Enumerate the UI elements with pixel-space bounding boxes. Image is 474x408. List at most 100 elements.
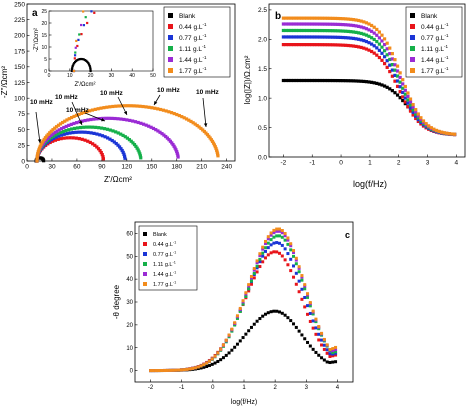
- panel-c-point: [177, 368, 181, 372]
- panel-c-legend-swatch: [143, 262, 147, 266]
- panel-a-point: [100, 153, 104, 157]
- panel-b-point: [380, 58, 384, 62]
- panel-c-point: [280, 229, 284, 233]
- panel-c-point: [221, 356, 225, 360]
- panel-a-point: [56, 137, 60, 141]
- panel-c-label: c: [345, 230, 350, 240]
- panel-c-point: [247, 289, 251, 293]
- inset-point: [84, 58, 87, 62]
- panel-c-legend-entry-text: 1.77 g.L: [153, 282, 173, 288]
- panel-a-point: [53, 130, 57, 135]
- panel-a-point: [208, 136, 212, 140]
- panel-c-legend-label: Blank: [153, 232, 167, 238]
- panel-b-point: [372, 25, 376, 29]
- panel-b-point: [351, 36, 356, 41]
- panel-b-point: [395, 79, 400, 83]
- panel-b-legend-swatch: [410, 35, 415, 40]
- panel-b-point: [370, 23, 374, 28]
- panel-a-legend-label: 0.44 g.L-1: [179, 22, 207, 31]
- inset-y-tick-label: 20: [41, 21, 47, 27]
- panel-c-point: [334, 351, 338, 355]
- panel-c-point: [258, 265, 262, 269]
- panel-a-point: [64, 128, 68, 133]
- panel-a-point: [101, 157, 105, 161]
- panel-b-point: [320, 22, 324, 26]
- inset-point: [74, 51, 77, 54]
- panel-b-legend-superscript: -1: [445, 22, 450, 27]
- panel-b-point: [375, 81, 379, 85]
- panel-c-point: [252, 322, 256, 326]
- panel-b-point: [305, 28, 309, 33]
- panel-c-point: [258, 260, 262, 264]
- panel-a-point: [169, 111, 174, 115]
- panel-a-point: [161, 108, 166, 112]
- panel-c-point: [308, 319, 312, 323]
- panel-b-point: [341, 17, 345, 21]
- panel-a-point: [119, 147, 123, 151]
- panel-c-point: [286, 316, 290, 320]
- panel-c-point: [266, 311, 270, 315]
- panel-c-point: [331, 349, 335, 353]
- panel-c-point: [221, 343, 225, 347]
- panel-a-point: [114, 141, 118, 146]
- panel-a-point: [164, 134, 168, 139]
- panel-b-point: [414, 110, 418, 114]
- panel-b-point: [305, 16, 309, 20]
- panel-b-point: [281, 78, 286, 83]
- panel-b-point: [289, 35, 293, 39]
- panel-c-point: [292, 249, 296, 253]
- panel-a-inset-chart: 0 5 10 15 20 25 0 10 20 30 40 50 Z'/Ωcm² -Z''/Ωcm²: [34, 9, 156, 88]
- panel-b-point: [421, 119, 426, 123]
- panel-c-point: [154, 369, 158, 373]
- panel-a-x-tick-label: 120: [121, 164, 132, 171]
- panel-c-point: [322, 358, 326, 362]
- panel-b-point: [315, 22, 319, 26]
- panel-a-point: [119, 132, 123, 136]
- panel-b-point: [354, 44, 358, 49]
- panel-a-annotation-arrowhead: [203, 123, 208, 127]
- panel-a-point: [83, 130, 87, 134]
- panel-b-legend-entry-text: 0.77 g.L: [421, 35, 445, 42]
- panel-b-point: [364, 80, 369, 84]
- panel-b-point: [333, 16, 337, 21]
- panel-b-point: [393, 79, 397, 83]
- panel-b-point: [395, 93, 400, 97]
- panel-b-point: [359, 38, 363, 42]
- panel-b-y-tick-label: 0.0: [258, 154, 267, 161]
- panel-b-point: [281, 28, 286, 33]
- panel-a-point: [149, 125, 153, 129]
- panel-a-point: [42, 159, 46, 163]
- panel-a-y-tick-label: 175: [14, 48, 25, 55]
- panel-b-point: [307, 28, 311, 33]
- panel-b-point: [349, 79, 353, 83]
- panel-c-point: [320, 356, 324, 360]
- panel-c-point: [163, 368, 167, 372]
- panel-c-legend-superscript: -1: [173, 281, 176, 285]
- panel-b-x-tick-label: 4: [455, 160, 459, 167]
- panel-c-point: [289, 269, 293, 273]
- panel-c-point: [311, 312, 315, 316]
- panel-c-point: [314, 317, 318, 321]
- panel-c-legend-entry-text: 0.44 g.L: [153, 242, 173, 248]
- panel-c-point: [308, 304, 312, 308]
- panel-b-point: [302, 35, 306, 39]
- panel-c-point: [261, 254, 265, 258]
- panel-a-annotation-arrowhead: [101, 118, 105, 122]
- panel-b-point: [414, 108, 418, 112]
- panel-a-point: [62, 132, 66, 136]
- panel-b-point: [370, 49, 374, 54]
- panel-b-point: [406, 94, 410, 99]
- panel-c-point: [297, 265, 301, 269]
- panel-b-point: [349, 44, 353, 48]
- panel-b-point: [336, 29, 340, 33]
- panel-a-point: [108, 128, 112, 132]
- panel-a-legend-label: 1.44 g.L-1: [179, 55, 207, 64]
- panel-a-point: [95, 117, 99, 121]
- panel-b-point: [406, 101, 410, 105]
- panel-b-point: [320, 35, 324, 39]
- inset-point: [80, 57, 83, 61]
- panel-b-x-tick-label: 1: [368, 160, 372, 167]
- panel-a-point: [84, 125, 89, 129]
- panel-c-legend-superscript: -1: [173, 241, 176, 245]
